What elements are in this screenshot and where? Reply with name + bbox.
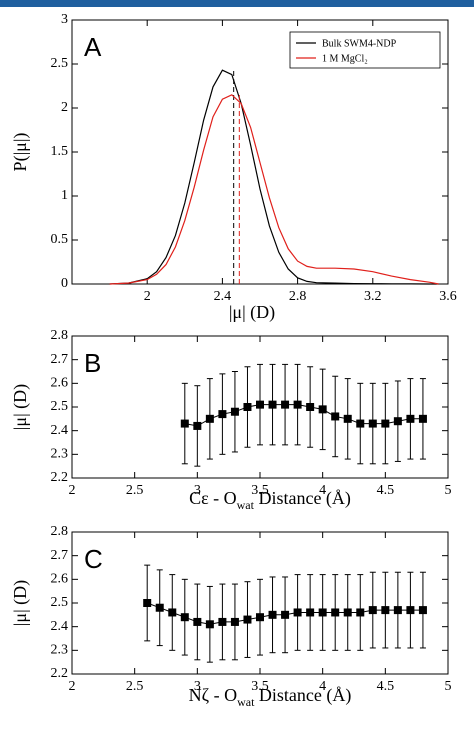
x-axis-title-main: Cε - O — [189, 488, 237, 508]
y-tick-label: 2.6 — [51, 572, 69, 587]
x-tick-label: 2.5 — [126, 483, 144, 498]
y-tick-label: 2.4 — [51, 423, 69, 438]
y-tick-label: 2.4 — [51, 619, 69, 634]
panel-b: 2 2.5 3 3.5 4 4.5 5 2.2 2.3 2.4 2.5 2.6 2.7 2.8 B |μ| (… — [10, 328, 452, 512]
x-axis-title: Cε - Owat Distance (Å) — [189, 488, 351, 512]
x-tick-label: 4 — [319, 483, 326, 498]
y-tick-label: 3 — [61, 12, 68, 27]
legend-label: 1 M MgCl₂ — [322, 54, 368, 65]
y-tick-label: 0.5 — [51, 232, 69, 247]
y-tick-label: 1 — [61, 188, 68, 203]
x-axis-title-tail: Distance (Å) — [254, 685, 351, 706]
y-tick-label: 2.2 — [51, 470, 69, 485]
panel-letter: C — [84, 544, 103, 574]
x-tick-label: 4.5 — [377, 483, 395, 498]
y-tick-label: 2.3 — [51, 447, 69, 462]
panel-a: 2 2.4 2.8 3.2 3.6 0 0.5 1 1.5 2 2.5 3 A P(|μ|) |μ| (D)… — [10, 12, 457, 323]
x-tick-label: 3.5 — [251, 483, 269, 498]
x-tick-label: 4 — [319, 679, 326, 694]
x-axis-title-tail: Distance (Å) — [254, 488, 351, 509]
caption-fragment — [0, 719, 474, 733]
x-axis-title: |μ| (D) — [229, 302, 275, 323]
y-axis-title: |μ| (D) — [10, 384, 31, 430]
x-tick-label: 2.8 — [289, 289, 307, 304]
x-tick-label: 5 — [445, 679, 452, 694]
y-tick-label: 2.7 — [51, 548, 69, 563]
x-tick-label: 3.2 — [364, 289, 382, 304]
data-point — [418, 414, 427, 423]
panel-c: 2 2.5 3 3.5 4 4.5 5 2.2 2.3 2.4 2.5 2.6 2.7 2.8 C |μ| (… — [10, 524, 452, 709]
x-axis-title-sub: wat — [237, 498, 255, 512]
y-tick-label: 1.5 — [51, 144, 69, 159]
panel-letter: B — [84, 348, 101, 378]
legend-label: Bulk SWM4-NDP — [322, 39, 397, 50]
x-tick-label: 3 — [194, 483, 201, 498]
x-axis-title-sub: wat — [237, 695, 255, 709]
y-axis-title: |μ| (D) — [10, 580, 31, 626]
x-tick-label: 3.5 — [251, 679, 269, 694]
data-point — [180, 419, 189, 428]
legend-box — [289, 31, 441, 69]
y-tick-label: 2.8 — [51, 328, 69, 343]
series-line-bulk — [109, 69, 439, 285]
panel-letter: A — [84, 32, 102, 62]
y-axis-title: P(|μ|) — [10, 133, 31, 172]
x-tick-label: 3 — [194, 679, 201, 694]
y-tick-label: 2.3 — [51, 643, 69, 658]
series-line — [184, 404, 423, 427]
y-tick-label: 2.8 — [51, 524, 69, 539]
x-tick-label: 5 — [445, 483, 452, 498]
x-tick-label: 2 — [144, 289, 151, 304]
y-tick-label: 0 — [61, 276, 68, 291]
y-tick-label: 2.6 — [51, 376, 69, 391]
series-line-mgcl2 — [109, 94, 439, 285]
x-axis-title: Nζ - Owat Distance (Å) — [189, 685, 352, 709]
x-tick-label: 2 — [69, 483, 76, 498]
data-point — [418, 606, 427, 615]
x-tick-label: 3.6 — [439, 289, 457, 304]
x-tick-label: 2.4 — [214, 289, 232, 304]
y-tick-label: 2.5 — [51, 56, 69, 71]
y-tick-label: 2.7 — [51, 352, 69, 367]
x-axis-title-main: Nζ - O — [189, 685, 237, 705]
y-tick-label: 2 — [61, 100, 68, 115]
y-tick-label: 2.5 — [51, 399, 69, 414]
x-tick-label: 4.5 — [377, 679, 395, 694]
y-tick-label: 2.5 — [51, 595, 69, 610]
x-tick-label: 2 — [69, 679, 76, 694]
series-line — [147, 602, 423, 625]
x-tick-label: 2.5 — [126, 679, 144, 694]
y-tick-label: 2.2 — [51, 666, 69, 681]
header-color-bar — [0, 0, 474, 7]
